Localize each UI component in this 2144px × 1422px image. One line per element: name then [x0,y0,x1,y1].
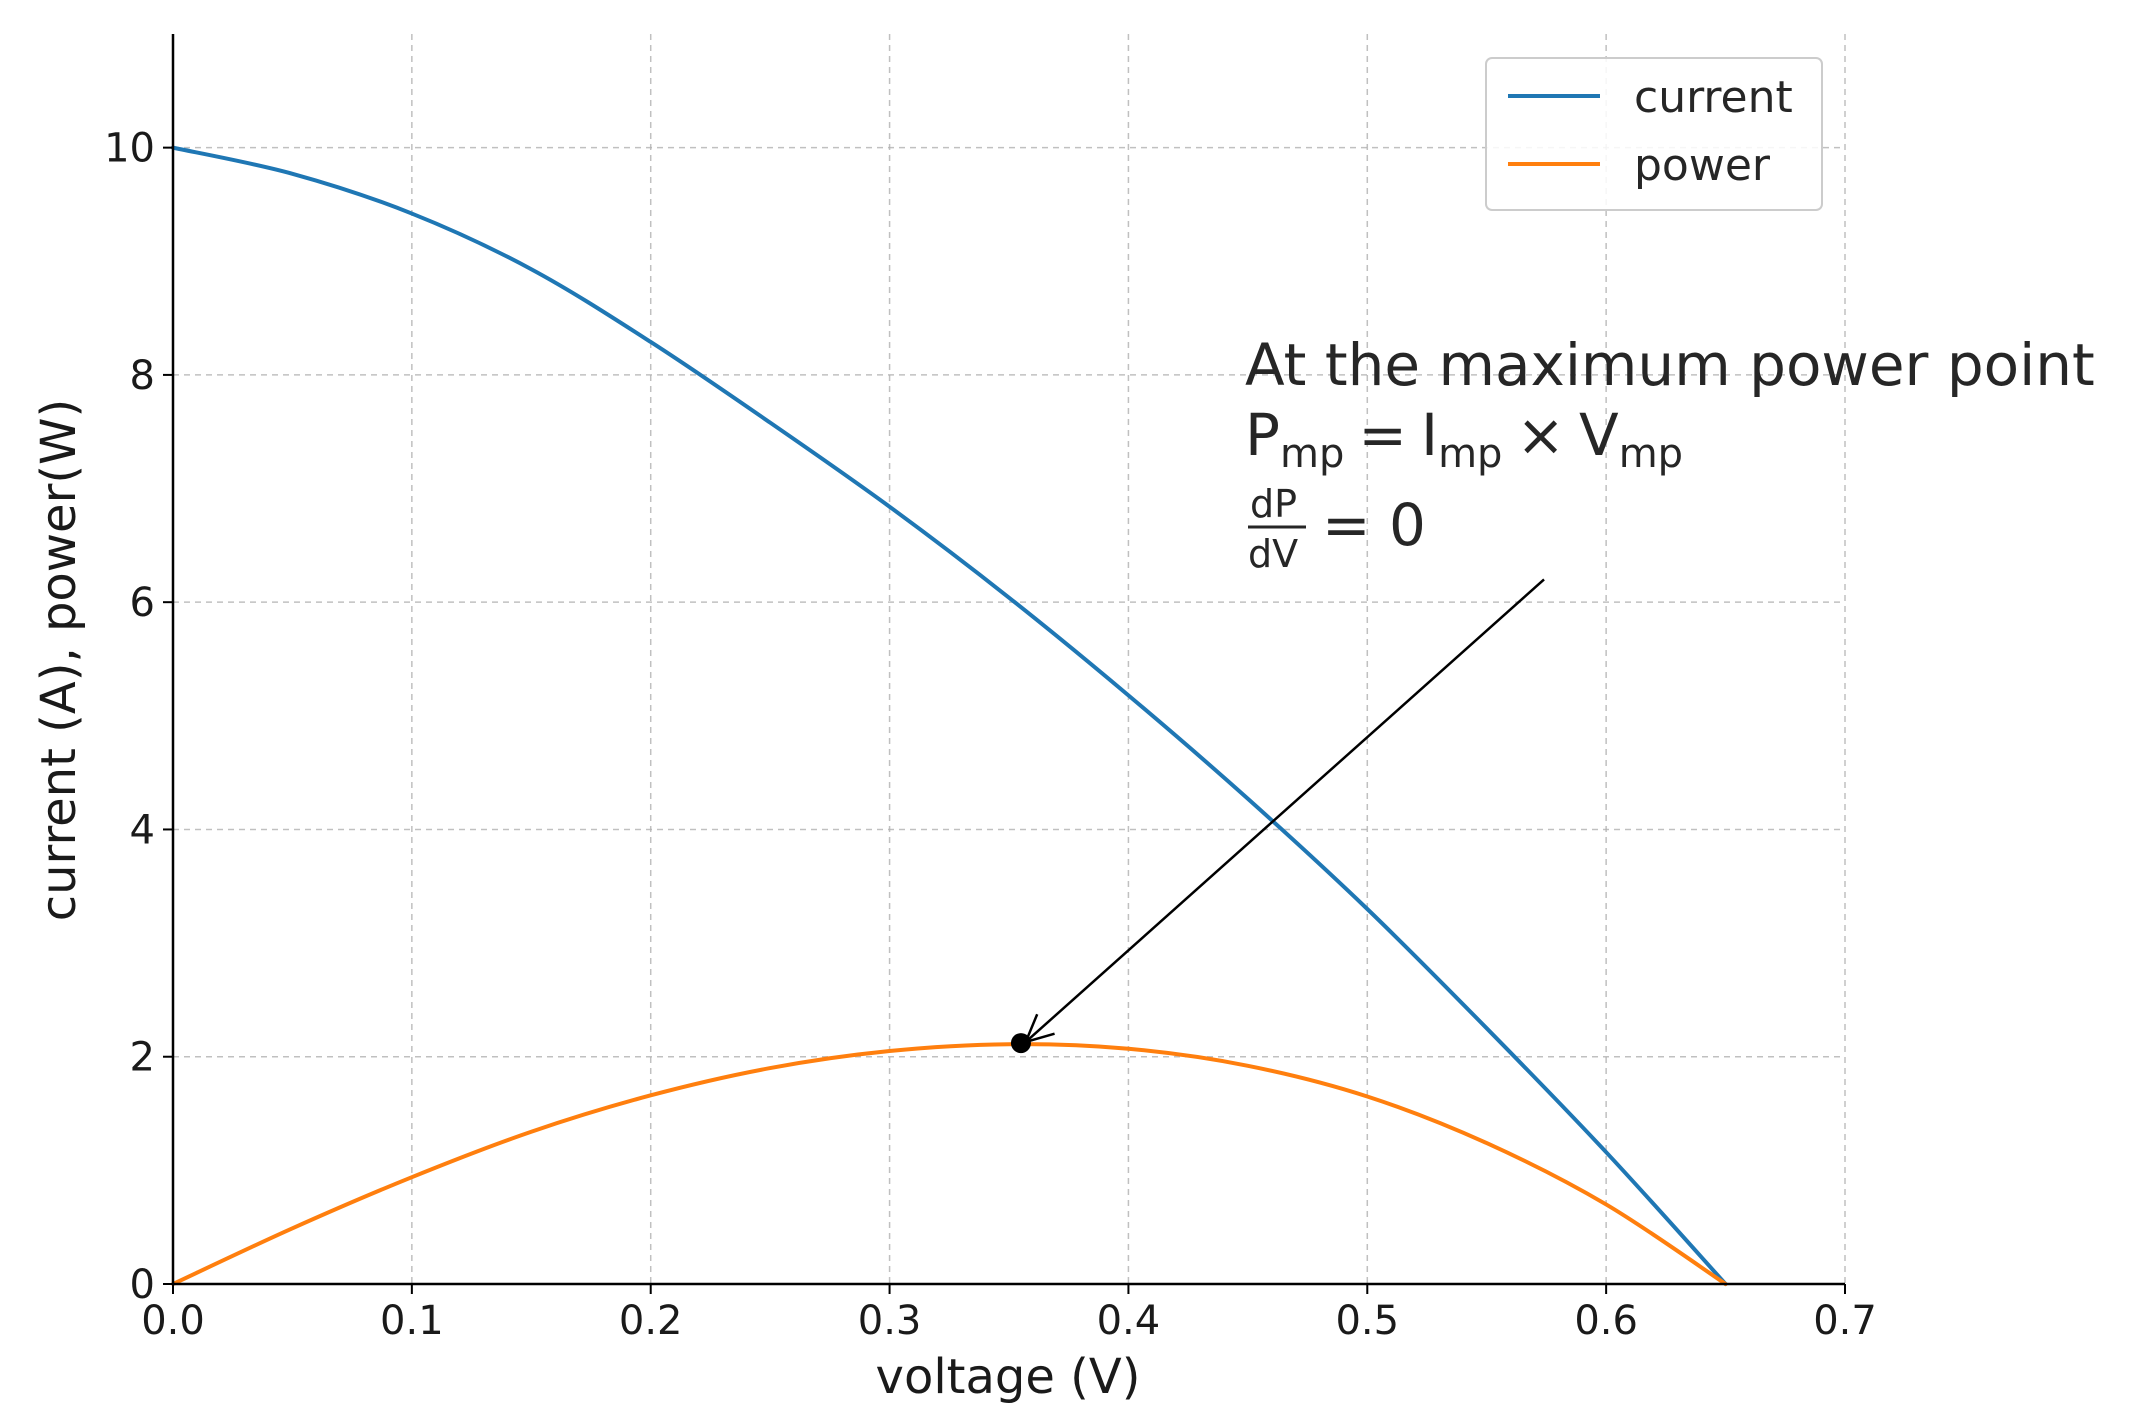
annotation-frac-num: dP [1250,482,1297,526]
max-power-point-marker [1010,1033,1031,1054]
annotation-frac-den: dV [1248,532,1298,576]
series-line-power [171,1042,1728,1286]
legend-power-label: power [1634,140,1771,191]
x-tick-label: 0.4 [1097,1298,1161,1344]
annotation-eq-zero: = 0 [1322,491,1426,559]
x-axis-label: voltage (V) [876,1349,1141,1405]
series-layer [171,145,1728,1286]
x-tick-label: 0.0 [141,1298,205,1344]
x-tick-label: 0.3 [858,1298,922,1344]
annotation: At the maximum power point Pmp = Imp × Vmp d… [1245,331,2095,576]
y-tick-label: 4 [130,807,155,853]
legend-current-label: current [1634,72,1793,123]
annotation-line1: At the maximum power point [1245,331,2095,399]
y-tick-label: 8 [130,353,155,399]
y-tick-label: 2 [130,1035,155,1081]
y-axis-label: current (A), power(W) [31,399,87,922]
x-tick-label: 0.2 [619,1298,683,1344]
y-tick-label: 10 [104,126,155,172]
tick-labels: 0.0 0.1 0.2 0.3 0.4 0.5 0.6 0.7 0 2 4 6 8 10 [104,126,1877,1344]
y-tick-label: 0 [130,1262,155,1308]
annotation-pmp-formula: Pmp = Imp × Vmp [1245,401,1683,477]
x-tick-label: 0.6 [1574,1298,1638,1344]
x-tick-label: 0.7 [1813,1298,1877,1344]
annotation-arrow [1024,578,1545,1043]
y-tick-label: 6 [130,580,155,626]
series-line-current [171,145,1728,1286]
x-tick-label: 0.5 [1335,1298,1399,1344]
x-tick-label: 0.1 [380,1298,444,1344]
legend: current power [1485,57,1823,211]
axes [163,34,1846,1294]
grid [173,34,1846,1284]
